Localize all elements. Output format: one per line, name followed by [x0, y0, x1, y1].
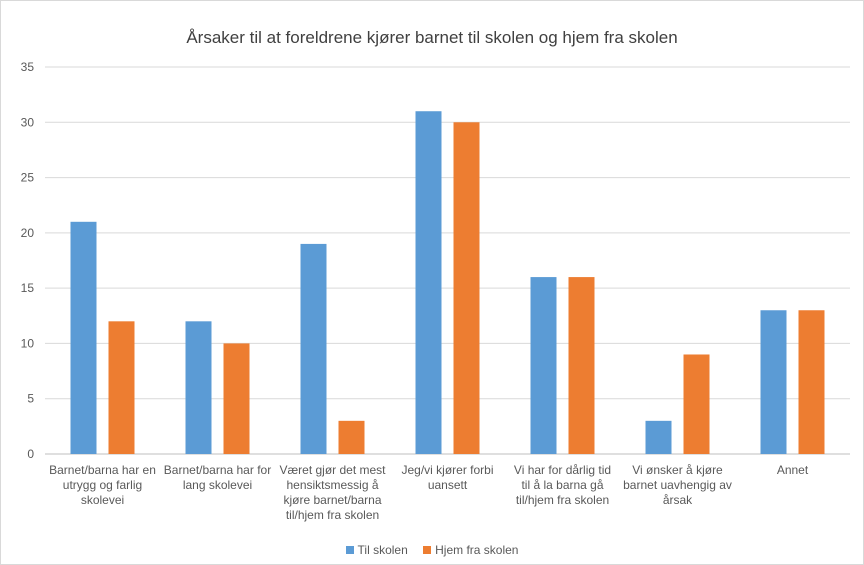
chart-title: Årsaker til at foreldrene kjører barnet … — [186, 28, 678, 47]
category-label: Vi ønsker å kjøre barnet uavhengig av årsa… — [623, 463, 732, 507]
category-label: Vi har for dårlig tid til å la barna gå ti… — [514, 463, 611, 507]
bar-til-skolen — [645, 420, 672, 454]
bar-hjem-fra-skolen — [338, 420, 365, 454]
bar-hjem-fra-skolen — [568, 277, 595, 454]
bar-til-skolen — [530, 277, 557, 454]
bars — [70, 111, 825, 455]
legend-item-hjem-fra-skolen: Hjem fra skolen — [423, 543, 518, 557]
y-tick-label: 25 — [21, 171, 35, 185]
category-label: Jeg/vi kjører forbi uansett — [401, 463, 493, 492]
bar-til-skolen — [70, 221, 97, 454]
y-tick-label: 30 — [21, 115, 35, 129]
y-tick-label: 15 — [21, 281, 35, 295]
legend-swatch — [345, 546, 354, 554]
legend-label: Hjem fra skolen — [435, 543, 519, 557]
category-label: Barnet/barna har en utrygg og farlig skole… — [49, 463, 156, 507]
bar-til-skolen — [185, 321, 212, 454]
category-label: Været gjør det mest hensiktsmessig å kjøre… — [279, 463, 386, 522]
bar-hjem-fra-skolen — [108, 321, 135, 454]
legend-item-til-skolen: Til skolen — [345, 543, 408, 557]
y-tick-label: 0 — [27, 447, 34, 461]
legend: Til skolen Hjem fra skolen — [0, 543, 864, 557]
bar-hjem-fra-skolen — [223, 343, 250, 454]
bar-hjem-fra-skolen — [453, 122, 480, 455]
category-labels: Barnet/barna har en utrygg og farlig skole… — [49, 463, 809, 522]
category-label: Annet — [777, 463, 809, 477]
bar-til-skolen — [415, 111, 442, 454]
legend-swatch — [423, 546, 432, 554]
gridlines — [45, 66, 850, 455]
category-label: Barnet/barna har for lang skolevei — [164, 463, 271, 492]
y-tick-label: 10 — [21, 336, 35, 350]
y-tick-label: 35 — [21, 60, 35, 74]
bar-hjem-fra-skolen — [798, 310, 825, 454]
y-tick-label: 5 — [27, 392, 34, 406]
bar-hjem-fra-skolen — [683, 354, 710, 454]
bar-til-skolen — [760, 310, 787, 454]
bar-til-skolen — [300, 243, 327, 454]
y-tick-label: 20 — [21, 226, 35, 240]
y-axis-ticks: 0 5 10 15 20 25 30 35 — [21, 60, 35, 461]
legend-label: Til skolen — [357, 543, 408, 557]
